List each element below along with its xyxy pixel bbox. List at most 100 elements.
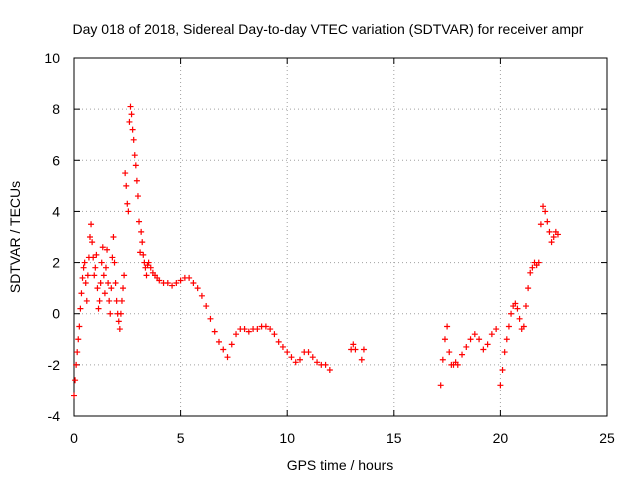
data-point <box>305 349 312 356</box>
data-point <box>124 200 131 207</box>
data-point <box>358 356 365 363</box>
data-point <box>177 277 184 284</box>
data-point <box>444 323 451 330</box>
data-point <box>164 280 171 287</box>
data-point <box>548 239 555 246</box>
data-point <box>514 305 521 312</box>
data-point <box>522 303 529 310</box>
data-point <box>83 297 90 304</box>
data-point <box>132 162 139 169</box>
data-point <box>439 356 446 363</box>
data-point <box>499 366 506 373</box>
data-point <box>79 274 86 281</box>
data-point <box>104 246 111 253</box>
data-point <box>92 264 99 271</box>
data-point <box>130 136 137 143</box>
data-point <box>136 218 143 225</box>
data-point <box>131 152 138 159</box>
data-point <box>126 118 133 125</box>
data-point <box>106 297 113 304</box>
y-tick-label: 4 <box>52 203 60 219</box>
data-point <box>81 259 88 266</box>
data-point <box>198 292 205 299</box>
data-point <box>127 103 134 110</box>
data-point <box>554 231 561 238</box>
data-point <box>107 310 114 317</box>
data-point <box>122 170 129 177</box>
data-point <box>296 356 303 363</box>
data-point <box>91 272 98 279</box>
data-point <box>147 264 154 271</box>
data-point <box>350 341 357 348</box>
x-axis-label: GPS time / hours <box>287 457 394 473</box>
data-point <box>95 305 102 312</box>
data-point <box>173 280 180 287</box>
data-point <box>86 234 93 240</box>
data-point <box>109 254 116 261</box>
data-point <box>207 315 214 322</box>
data-point <box>80 264 87 271</box>
data-point <box>89 239 96 246</box>
data-point <box>105 280 112 287</box>
y-tick-label: 0 <box>52 306 60 322</box>
data-point <box>190 280 197 287</box>
data-point <box>493 326 500 333</box>
data-point <box>326 366 333 373</box>
data-point <box>529 264 536 271</box>
data-point <box>117 310 124 317</box>
data-point <box>99 244 106 251</box>
data-point <box>314 359 321 366</box>
data-series-sdtvar <box>71 103 561 399</box>
data-point <box>501 349 508 356</box>
axis-tick-labels: 0 5 10 15 20 25 -4 -2 0 2 4 6 8 10 <box>44 50 615 446</box>
data-point <box>228 341 235 348</box>
data-point <box>84 272 91 279</box>
data-point <box>169 282 176 289</box>
data-point <box>88 221 95 228</box>
data-point <box>241 326 248 333</box>
data-point <box>138 228 145 235</box>
data-point <box>113 297 120 304</box>
x-tick-label: 0 <box>70 430 78 446</box>
data-point <box>437 382 444 389</box>
data-point <box>77 305 84 312</box>
y-tick-label: 6 <box>52 152 60 168</box>
data-point <box>115 318 122 325</box>
data-point <box>220 346 227 353</box>
data-point <box>96 297 103 304</box>
data-point <box>101 290 108 297</box>
data-point <box>94 285 101 292</box>
y-tick-label: 10 <box>44 50 60 66</box>
data-point <box>82 280 89 287</box>
y-tick-label: 2 <box>52 255 60 271</box>
data-point <box>90 254 97 261</box>
data-point <box>525 285 532 292</box>
data-point <box>111 259 118 266</box>
data-point <box>97 280 104 287</box>
axis-ticks <box>73 57 608 417</box>
data-point <box>137 249 144 256</box>
data-point <box>546 228 553 235</box>
data-point <box>505 323 512 330</box>
data-point <box>484 341 491 348</box>
data-point <box>215 338 222 345</box>
data-point <box>98 259 105 266</box>
data-point <box>527 269 534 276</box>
data-point <box>441 336 448 343</box>
data-point <box>446 349 453 356</box>
data-point <box>512 300 519 307</box>
data-point <box>74 349 81 356</box>
data-point <box>262 323 269 330</box>
data-point <box>459 351 466 358</box>
data-point <box>76 323 83 330</box>
data-point <box>288 354 295 361</box>
data-point <box>100 272 107 279</box>
data-point <box>203 303 210 310</box>
data-point <box>102 264 109 271</box>
data-point <box>508 310 515 317</box>
data-point <box>121 272 128 279</box>
data-point <box>139 239 146 246</box>
data-point <box>292 359 299 366</box>
